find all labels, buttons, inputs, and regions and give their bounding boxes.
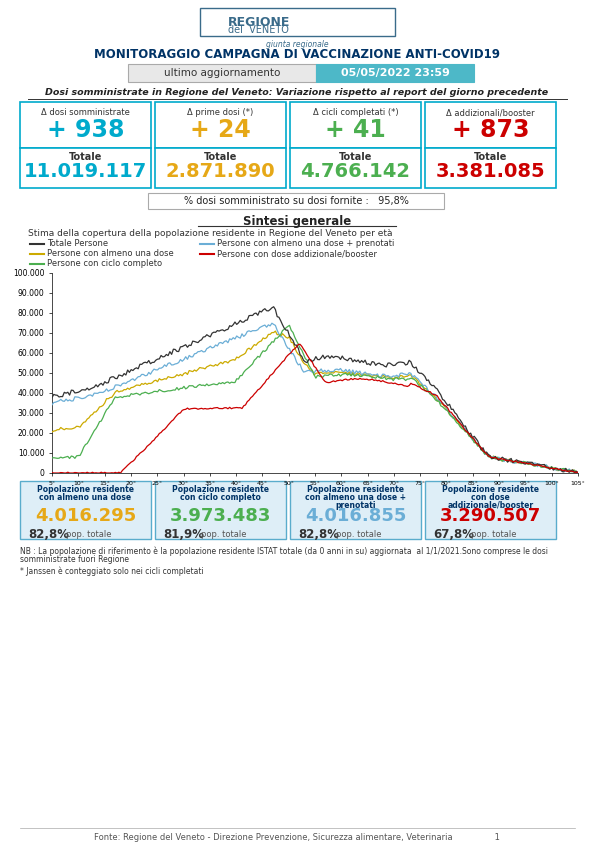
Text: NB : La popolazione di riferimento è la popolazione residente ISTAT totale (da 0: NB : La popolazione di riferimento è la … [20, 546, 548, 556]
Text: 4.766.142: 4.766.142 [300, 162, 411, 181]
Text: Totale: Totale [474, 152, 507, 162]
FancyBboxPatch shape [316, 64, 474, 82]
Text: Persone con almeno una dose: Persone con almeno una dose [47, 249, 174, 258]
Text: 4.016.295: 4.016.295 [35, 507, 136, 525]
Text: con almeno una dose +: con almeno una dose + [305, 493, 406, 502]
Text: 3.973.483: 3.973.483 [170, 507, 271, 525]
Text: Δ cicli completati (*): Δ cicli completati (*) [313, 108, 398, 117]
Text: con almeno una dose: con almeno una dose [39, 493, 131, 502]
Text: Δ prime dosi (*): Δ prime dosi (*) [187, 108, 253, 117]
Text: del  VENETO: del VENETO [228, 25, 289, 35]
Text: * Janssen è conteggiato solo nei cicli completati: * Janssen è conteggiato solo nei cicli c… [20, 566, 203, 575]
Text: Persone con almeno una dose + prenotati: Persone con almeno una dose + prenotati [217, 239, 394, 248]
Text: Δ addizionali/booster: Δ addizionali/booster [446, 108, 535, 117]
Text: 4.016.855: 4.016.855 [305, 507, 406, 525]
Text: 3.381.085: 3.381.085 [436, 162, 545, 181]
FancyBboxPatch shape [155, 148, 286, 188]
Text: Popolazione residente: Popolazione residente [442, 485, 539, 494]
Text: 3.290.507: 3.290.507 [440, 507, 541, 525]
Text: Popolazione residente: Popolazione residente [37, 485, 134, 494]
FancyBboxPatch shape [290, 102, 421, 148]
FancyBboxPatch shape [425, 481, 556, 539]
Text: pop. totale: pop. totale [66, 530, 111, 539]
FancyBboxPatch shape [290, 481, 421, 539]
Text: + 938: + 938 [47, 118, 124, 142]
Text: con ciclo completo: con ciclo completo [180, 493, 261, 502]
FancyBboxPatch shape [20, 481, 151, 539]
Text: 67,8%: 67,8% [433, 528, 474, 541]
Text: 11.019.117: 11.019.117 [24, 162, 147, 181]
Text: Totale Persone: Totale Persone [47, 239, 108, 248]
Text: 2.871.890: 2.871.890 [165, 162, 275, 181]
Text: + 24: + 24 [190, 118, 251, 142]
Text: 82,8%: 82,8% [28, 528, 69, 541]
FancyBboxPatch shape [128, 64, 316, 82]
Text: Persone con dose addizionale/booster: Persone con dose addizionale/booster [217, 249, 377, 258]
Text: pop. totale: pop. totale [471, 530, 516, 539]
FancyBboxPatch shape [20, 148, 151, 188]
Text: 82,8%: 82,8% [298, 528, 339, 541]
Text: pop. totale: pop. totale [336, 530, 381, 539]
FancyBboxPatch shape [425, 148, 556, 188]
Text: 81,9%: 81,9% [163, 528, 204, 541]
Text: Stima della copertura della popolazione residente in Regione del Veneto per età: Stima della copertura della popolazione … [28, 229, 393, 238]
Text: con dose: con dose [471, 493, 510, 502]
Text: Fonte: Regione del Veneto - Direzione Prevenzione, Sicurezza alimentare, Veterin: Fonte: Regione del Veneto - Direzione Pr… [94, 833, 500, 842]
Text: ultimo aggiornamento: ultimo aggiornamento [164, 68, 280, 78]
Text: + 873: + 873 [452, 118, 529, 142]
Text: somministrate fuori Regione: somministrate fuori Regione [20, 555, 129, 564]
Text: + 41: + 41 [325, 118, 386, 142]
Text: giunta regionale: giunta regionale [266, 40, 328, 49]
Text: Totale: Totale [204, 152, 237, 162]
Text: % dosi somministrato su dosi fornite :   95,8%: % dosi somministrato su dosi fornite : 9… [184, 196, 408, 206]
Text: Popolazione residente: Popolazione residente [307, 485, 404, 494]
FancyBboxPatch shape [155, 102, 286, 148]
FancyBboxPatch shape [425, 102, 556, 148]
FancyBboxPatch shape [200, 8, 395, 36]
Text: prenotati: prenotati [335, 501, 376, 510]
Text: addizionale/booster: addizionale/booster [447, 501, 534, 510]
Text: Δ dosi somministrate: Δ dosi somministrate [41, 108, 130, 117]
Text: Sintesi generale: Sintesi generale [243, 215, 351, 228]
Text: Persone con ciclo completo: Persone con ciclo completo [47, 259, 162, 269]
Text: 05/05/2022 23:59: 05/05/2022 23:59 [340, 68, 449, 78]
FancyBboxPatch shape [155, 481, 286, 539]
Text: Dosi somministrate in Regione del Veneto: Variazione rispetto al report del gior: Dosi somministrate in Regione del Veneto… [45, 88, 549, 97]
Text: Totale: Totale [339, 152, 372, 162]
Text: Totale: Totale [69, 152, 102, 162]
Text: pop. totale: pop. totale [201, 530, 246, 539]
FancyBboxPatch shape [20, 102, 151, 148]
Text: Popolazione residente: Popolazione residente [172, 485, 269, 494]
Text: REGIONE: REGIONE [228, 15, 290, 29]
FancyBboxPatch shape [148, 193, 444, 209]
FancyBboxPatch shape [290, 148, 421, 188]
Text: MONITORAGGIO CAMPAGNA DI VACCINAZIONE ANTI-COVID19: MONITORAGGIO CAMPAGNA DI VACCINAZIONE AN… [94, 48, 500, 61]
